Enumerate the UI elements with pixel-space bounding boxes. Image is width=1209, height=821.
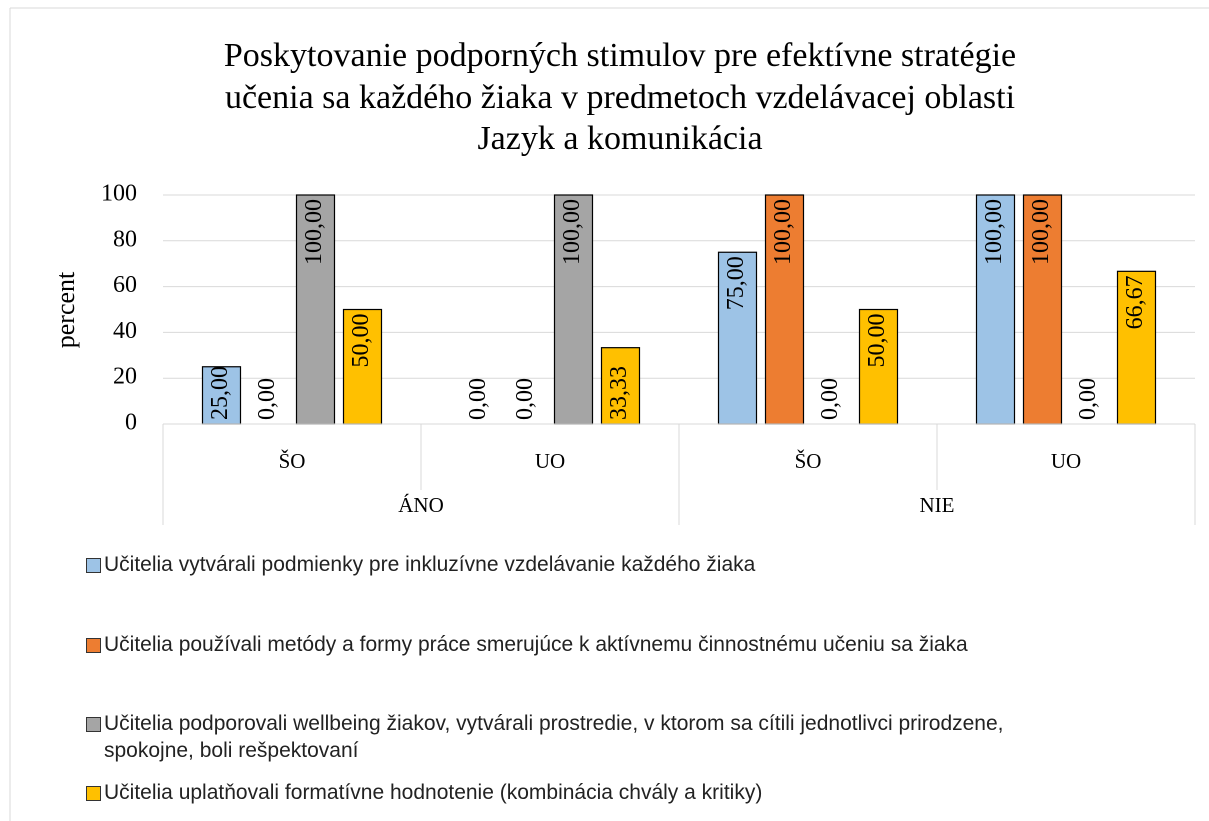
legend-item: Učitelia vytvárali podmienky pre inkluzí… (86, 551, 1096, 578)
legend-swatch (86, 638, 101, 653)
chart-title: Poskytovanie podporných stimulov pre efe… (224, 37, 1016, 74)
bar (342, 308, 383, 425)
data-label: 100,00 (770, 199, 796, 265)
data-label: 50,00 (348, 314, 374, 368)
data-label: 100,00 (981, 199, 1007, 265)
y-tick-label: 40 (113, 318, 137, 344)
y-tick-label: 20 (113, 364, 137, 390)
x-tick-label: UO (1051, 449, 1081, 473)
data-label: 0,00 (254, 378, 280, 420)
chart-title: Jazyk a komunikácia (477, 120, 762, 157)
data-label: 0,00 (512, 378, 538, 420)
bar (600, 347, 641, 425)
data-label: 75,00 (723, 256, 749, 310)
bar (553, 194, 594, 425)
bar (1022, 194, 1063, 425)
legend-label: Učitelia podporovali wellbeing žiakov, v… (104, 712, 1004, 762)
bar (201, 366, 242, 425)
data-label: 66,67 (1122, 275, 1148, 329)
data-label: 25,00 (207, 366, 233, 420)
bar (975, 194, 1016, 425)
data-label: 50,00 (864, 314, 890, 368)
bar (1116, 270, 1157, 425)
legend-item: Učitelia používali metódy a formy práce … (86, 631, 1096, 658)
y-axis-label: percent (51, 271, 80, 348)
data-label: 100,00 (559, 199, 585, 265)
x-tick-label: ŠO (795, 449, 822, 473)
y-tick-label: 0 (125, 410, 137, 436)
data-label: 0,00 (465, 378, 491, 420)
legend-swatch (86, 558, 101, 573)
legend-label: Učitelia uplatňovali formatívne hodnoten… (104, 781, 763, 804)
legend-swatch (86, 717, 101, 732)
y-tick-label: 80 (113, 226, 137, 252)
legend-item: Učitelia podporovali wellbeing žiakov, v… (86, 710, 1096, 764)
y-tick-label: 100 (101, 181, 137, 207)
data-label: 0,00 (1075, 378, 1101, 420)
data-label: 0,00 (817, 378, 843, 420)
legend-label: Učitelia používali metódy a formy práce … (104, 633, 968, 656)
data-label: 100,00 (301, 199, 327, 265)
data-label: 33,33 (606, 366, 632, 420)
legend-item: Učitelia uplatňovali formatívne hodnoten… (86, 779, 1096, 806)
data-label: 100,00 (1028, 199, 1054, 265)
chart-title: učenia sa každého žiaka v predmetoch vzd… (225, 79, 1015, 116)
legend-swatch (86, 786, 101, 801)
group-label: NIE (920, 493, 955, 517)
x-tick-label: ŠO (279, 449, 306, 473)
x-tick-label: UO (535, 449, 565, 473)
y-tick-label: 60 (113, 272, 137, 298)
group-label: ÁNO (398, 493, 444, 517)
legend-label: Učitelia vytvárali podmienky pre inkluzí… (104, 553, 756, 576)
